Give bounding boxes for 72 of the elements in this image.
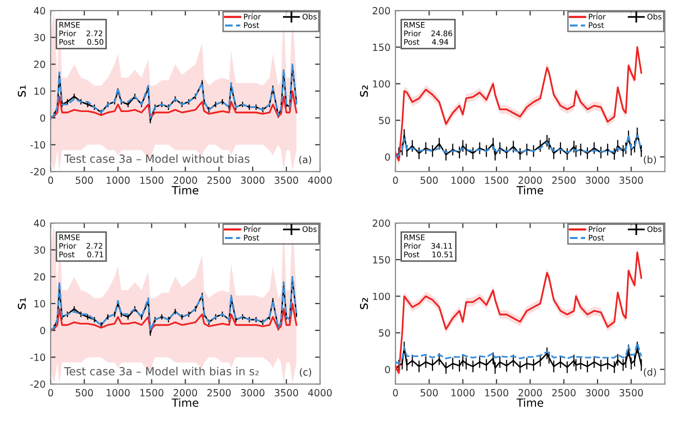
y-tick-label: 100	[373, 292, 390, 300]
x-tick-label: 2000	[518, 389, 542, 396]
x-tick-label: 2000	[174, 176, 198, 184]
y-tick-label: 0	[385, 153, 390, 161]
x-tick-label: 2000	[518, 176, 542, 184]
y-tick-label: 40	[34, 220, 46, 227]
annotation: (a)	[299, 156, 312, 164]
y-tick-label: 40	[34, 7, 46, 14]
y-tick-label: -20	[30, 380, 46, 388]
y-tick-label: 20	[34, 273, 46, 281]
x-tick-label: 3000	[241, 176, 264, 184]
x-tick-label: 1000	[106, 176, 130, 184]
x-tick-label: 500	[420, 389, 438, 396]
x-axis-title: Time	[172, 398, 198, 407]
y-tick-label: -20	[30, 168, 46, 176]
y-tick-label: 20	[34, 60, 46, 68]
x-tick-label: 1000	[106, 389, 130, 396]
y-tick-label: 0	[40, 114, 46, 122]
x-tick-label: 3500	[274, 176, 298, 184]
y-tick-label: 150	[373, 256, 390, 264]
y-tick-label: -10	[30, 354, 46, 362]
annotation: (b)	[644, 156, 656, 164]
y-tick-label: 30	[34, 34, 46, 42]
x-tick-label: 500	[76, 389, 93, 396]
y-axis-title: s₂	[360, 298, 368, 310]
x-tick-label: 1500	[485, 176, 508, 184]
y-axis-title: s₁	[18, 85, 26, 97]
y-tick-label: 150	[373, 44, 390, 51]
x-tick-label: 1000	[452, 389, 475, 396]
x-tick-label: 1500	[140, 176, 164, 184]
x-tick-label: 4000	[308, 176, 332, 184]
x-axis-title: Time	[172, 186, 198, 194]
x-tick-label: 4000	[308, 389, 332, 396]
x-tick-label: 500	[420, 176, 438, 184]
y-tick-label: 50	[378, 329, 390, 337]
x-tick-label: 500	[76, 176, 93, 184]
y-tick-label: -10	[30, 141, 46, 149]
x-tick-label: 0	[48, 176, 54, 184]
y-axis-title: s₁	[18, 298, 26, 310]
y-tick-label: 0	[385, 366, 390, 374]
x-axis-title: Time	[516, 186, 544, 194]
x-tick-label: 1500	[485, 389, 508, 396]
x-tick-label: 3000	[241, 389, 264, 396]
x-tick-label: 1500	[140, 389, 164, 396]
x-tick-label: 1000	[452, 176, 475, 184]
annotation: Test case 3a – Model with bias in s₂	[64, 366, 259, 376]
x-tick-label: 3000	[586, 389, 610, 396]
y-tick-label: 10	[34, 300, 46, 308]
y-tick-label: 30	[34, 246, 46, 254]
y-tick-label: 100	[373, 80, 390, 88]
y-tick-label: 200	[372, 7, 390, 14]
y-tick-label: 200	[372, 220, 390, 227]
x-tick-label: 3500	[274, 389, 298, 396]
annotation: Test case 3a – Model without bias	[64, 154, 250, 163]
x-tick-label: 0	[393, 176, 398, 184]
x-tick-label: 2500	[552, 176, 576, 184]
x-tick-label: 2500	[552, 389, 576, 396]
x-tick-label: 2000	[174, 389, 198, 396]
x-tick-label: 3000	[586, 176, 610, 184]
x-tick-label: 2500	[207, 176, 231, 184]
x-tick-label: 2500	[207, 389, 231, 396]
x-tick-label: 0	[48, 389, 54, 396]
y-tick-label: 0	[40, 326, 46, 334]
x-axis-title: Time	[516, 398, 544, 407]
y-tick-label: 50	[378, 116, 390, 124]
x-tick-label: 3500	[620, 176, 643, 184]
annotation: (c)	[300, 368, 312, 377]
annotation: (d)	[644, 368, 656, 377]
y-tick-label: 10	[34, 88, 46, 95]
x-tick-label: 3500	[620, 389, 643, 396]
y-axis-title: s₂	[360, 86, 368, 97]
x-tick-label: 0	[393, 389, 398, 396]
